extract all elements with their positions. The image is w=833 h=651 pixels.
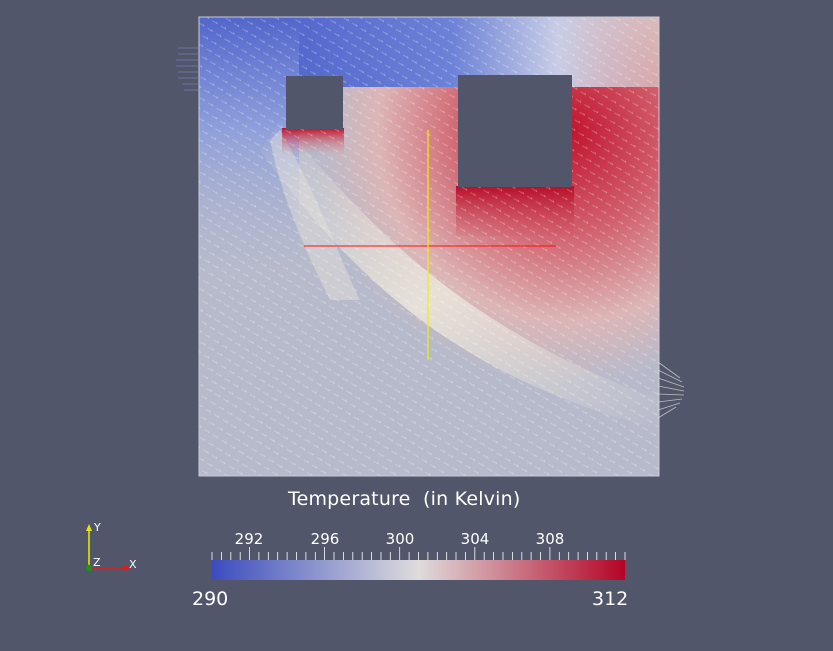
orientation-axes [85, 524, 131, 572]
colorbar-tick-label: 296 [310, 530, 340, 548]
z-axis-label: Z [93, 556, 101, 569]
small-obstacle [286, 76, 343, 129]
y-axis-label: Y [94, 521, 101, 534]
outlet-jet [657, 361, 685, 419]
colorbar-tick-label: 300 [385, 530, 415, 548]
colorbar-title: Temperature (in Kelvin) [288, 488, 521, 510]
colorbar-tick-label: 292 [234, 530, 264, 548]
colorbar-tick-label: 308 [535, 530, 565, 548]
x-axis-label: X [129, 558, 137, 571]
colorbar-ticks [211, 547, 626, 560]
inlet-jet [176, 47, 200, 91]
colorbar [211, 547, 626, 580]
colorbar-min-label: 290 [192, 588, 229, 610]
colorbar-max-label: 312 [592, 588, 629, 610]
large-obstacle [458, 75, 572, 187]
colorbar-tick-label: 304 [460, 530, 490, 548]
domain-border [198, 16, 660, 477]
